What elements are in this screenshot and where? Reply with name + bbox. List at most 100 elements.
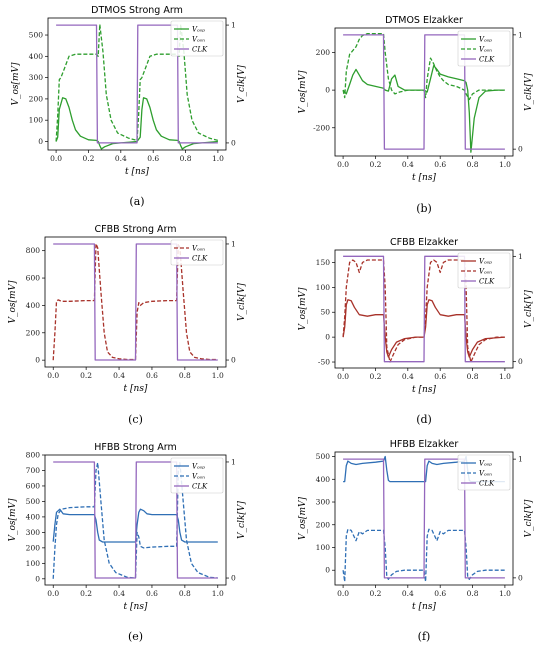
legend: Vₒₛₚ Vₒₛₙ CLK: [170, 457, 224, 494]
x-tick-label: 0.2: [80, 589, 92, 598]
plot-area: [55, 23, 219, 150]
y-axis-label: V_os[mV]: [298, 70, 308, 114]
y-tick-label: 700: [26, 466, 41, 475]
chart-title: HFBB Strong Arm: [94, 442, 177, 453]
series-line: [343, 34, 505, 150]
x-tick-label: 0.4: [402, 372, 414, 381]
x-axis-label: t [ns]: [412, 173, 436, 183]
x-tick-label: 0.8: [467, 589, 479, 598]
legend-entry: Vₒₛₙ: [192, 473, 205, 481]
x-axis-label: t [ns]: [124, 602, 148, 612]
subfigure-label: (f): [418, 630, 431, 643]
y-tick-label: 200: [316, 48, 331, 57]
x-tick-label: 0.2: [369, 589, 381, 598]
x-tick-label: 0.6: [146, 589, 158, 598]
x-tick-label: 0.6: [434, 160, 446, 169]
subfigure-label: (c): [128, 413, 143, 426]
y-axis-label: V_os[mV]: [11, 62, 21, 106]
x-tick-label: 0.8: [179, 371, 191, 380]
x-tick-label: 0.0: [337, 589, 349, 598]
chart-title: HFBB Elzakker: [390, 439, 459, 450]
chart-a: DTMOS Strong Arm 0.0 0.2 0.4 0.6 0.8 1.0 0 100 20…: [11, 5, 247, 208]
y-tick-label: -200: [313, 123, 330, 132]
x-tick-label: 0.0: [337, 372, 349, 381]
series-line: [343, 255, 505, 363]
x-tick-label: 0.6: [147, 154, 159, 163]
subfigure-label: (d): [416, 413, 432, 426]
plot-frame: [47, 17, 227, 151]
y-tick-label: 400: [29, 52, 44, 61]
y-axis-label: V_os[mV]: [8, 280, 18, 324]
y-right-tick-label: 1: [231, 457, 236, 466]
legend-entry: Vₒₛₚ: [192, 26, 205, 34]
legend-entry: CLK: [192, 483, 208, 491]
y-tick-label: -50: [318, 358, 330, 367]
plot-area: [52, 243, 218, 361]
chart-c: CFBB Strong Arm 0.0 0.2 0.4 0.6 0.8 1.0 0 200 400…: [8, 224, 247, 426]
series-line: [52, 462, 218, 579]
legend-entry: Vₒₛₚ: [192, 463, 205, 471]
x-tick-label: 0.2: [80, 371, 92, 380]
y-axis-label: V_os[mV]: [298, 496, 308, 540]
legend-entry: Vₒₛₙ: [192, 36, 205, 44]
plot-frame: [334, 249, 514, 369]
x-tick-label: 1.0: [499, 372, 511, 381]
x-tick-label: 0.4: [402, 589, 414, 598]
x-axis-label: t [ns]: [412, 385, 436, 395]
legend: Vₒₛₚ Vₒₛₙ CLK: [457, 454, 511, 491]
y-tick-label: 600: [26, 481, 41, 490]
y-right-tick-label: 0: [518, 573, 523, 582]
x-tick-label: 0.0: [47, 589, 59, 598]
series-line: [53, 243, 218, 361]
x-tick-label: 1.0: [499, 589, 511, 598]
legend: Vₒₛₚ Vₒₛₙ CLK: [457, 252, 511, 289]
y-tick-label: 300: [316, 498, 331, 507]
legend-entry: Vₒₛₚ: [479, 460, 492, 468]
plot-frame: [334, 27, 514, 157]
plot-area: [342, 255, 505, 363]
plot-area: [52, 461, 218, 579]
chart-title: DTMOS Elzakker: [385, 15, 463, 26]
y-tick-label: 200: [29, 94, 44, 103]
series-line: [343, 458, 505, 579]
x-tick-label: 0.0: [50, 154, 62, 163]
legend: Vₒₛₙ CLK: [170, 239, 224, 266]
chart-title: DTMOS Strong Arm: [91, 5, 183, 16]
chart-f: HFBB Elzakker 0.0 0.2 0.4 0.6 0.8 1.0 0 100 200 30…: [298, 439, 534, 643]
y-tick-label: 0: [38, 137, 43, 146]
y-axis-label: V_os[mV]: [298, 287, 308, 331]
series-line: [56, 24, 218, 144]
y-tick-label: 100: [316, 283, 331, 292]
x-tick-label: 0.4: [113, 371, 125, 380]
x-tick-label: 0.8: [467, 160, 479, 169]
plot-frame: [334, 451, 514, 586]
x-tick-label: 0.2: [82, 154, 94, 163]
x-tick-label: 1.0: [212, 154, 224, 163]
y-right-tick-label: 1: [231, 239, 236, 248]
plot-frame: [44, 454, 227, 586]
x-tick-label: 0.8: [179, 589, 191, 598]
plot-area: [342, 32, 505, 153]
y-right-tick-label: 1: [518, 30, 523, 39]
x-tick-label: 1.0: [212, 589, 224, 598]
x-tick-label: 0.8: [467, 372, 479, 381]
y-tick-label: 200: [26, 328, 41, 337]
chart-e: HFBB Strong Arm 0.0 0.2 0.4 0.6 0.8 1.0 0 100 200…: [8, 442, 247, 643]
series-line: [342, 259, 505, 363]
x-tick-label: 0.6: [146, 371, 158, 380]
y-tick-label: 800: [26, 246, 41, 255]
y-right-axis-label: V_clk[V]: [237, 65, 247, 103]
y-tick-label: 50: [320, 308, 330, 317]
y-right-tick-label: 0: [231, 574, 236, 583]
y-tick-label: 0: [325, 333, 330, 342]
y-right-tick-label: 0: [231, 138, 236, 147]
legend-entry: CLK: [479, 278, 495, 286]
subfigure-label: (b): [416, 202, 432, 215]
y-right-axis-label: V_clk[V]: [524, 499, 534, 537]
legend-entry: CLK: [192, 255, 208, 263]
y-tick-label: 500: [29, 31, 44, 40]
x-tick-label: 0.2: [369, 160, 381, 169]
subfigure-label: (e): [128, 630, 143, 643]
chart-title: CFBB Elzakker: [390, 237, 458, 248]
y-right-tick-label: 0: [518, 357, 523, 366]
